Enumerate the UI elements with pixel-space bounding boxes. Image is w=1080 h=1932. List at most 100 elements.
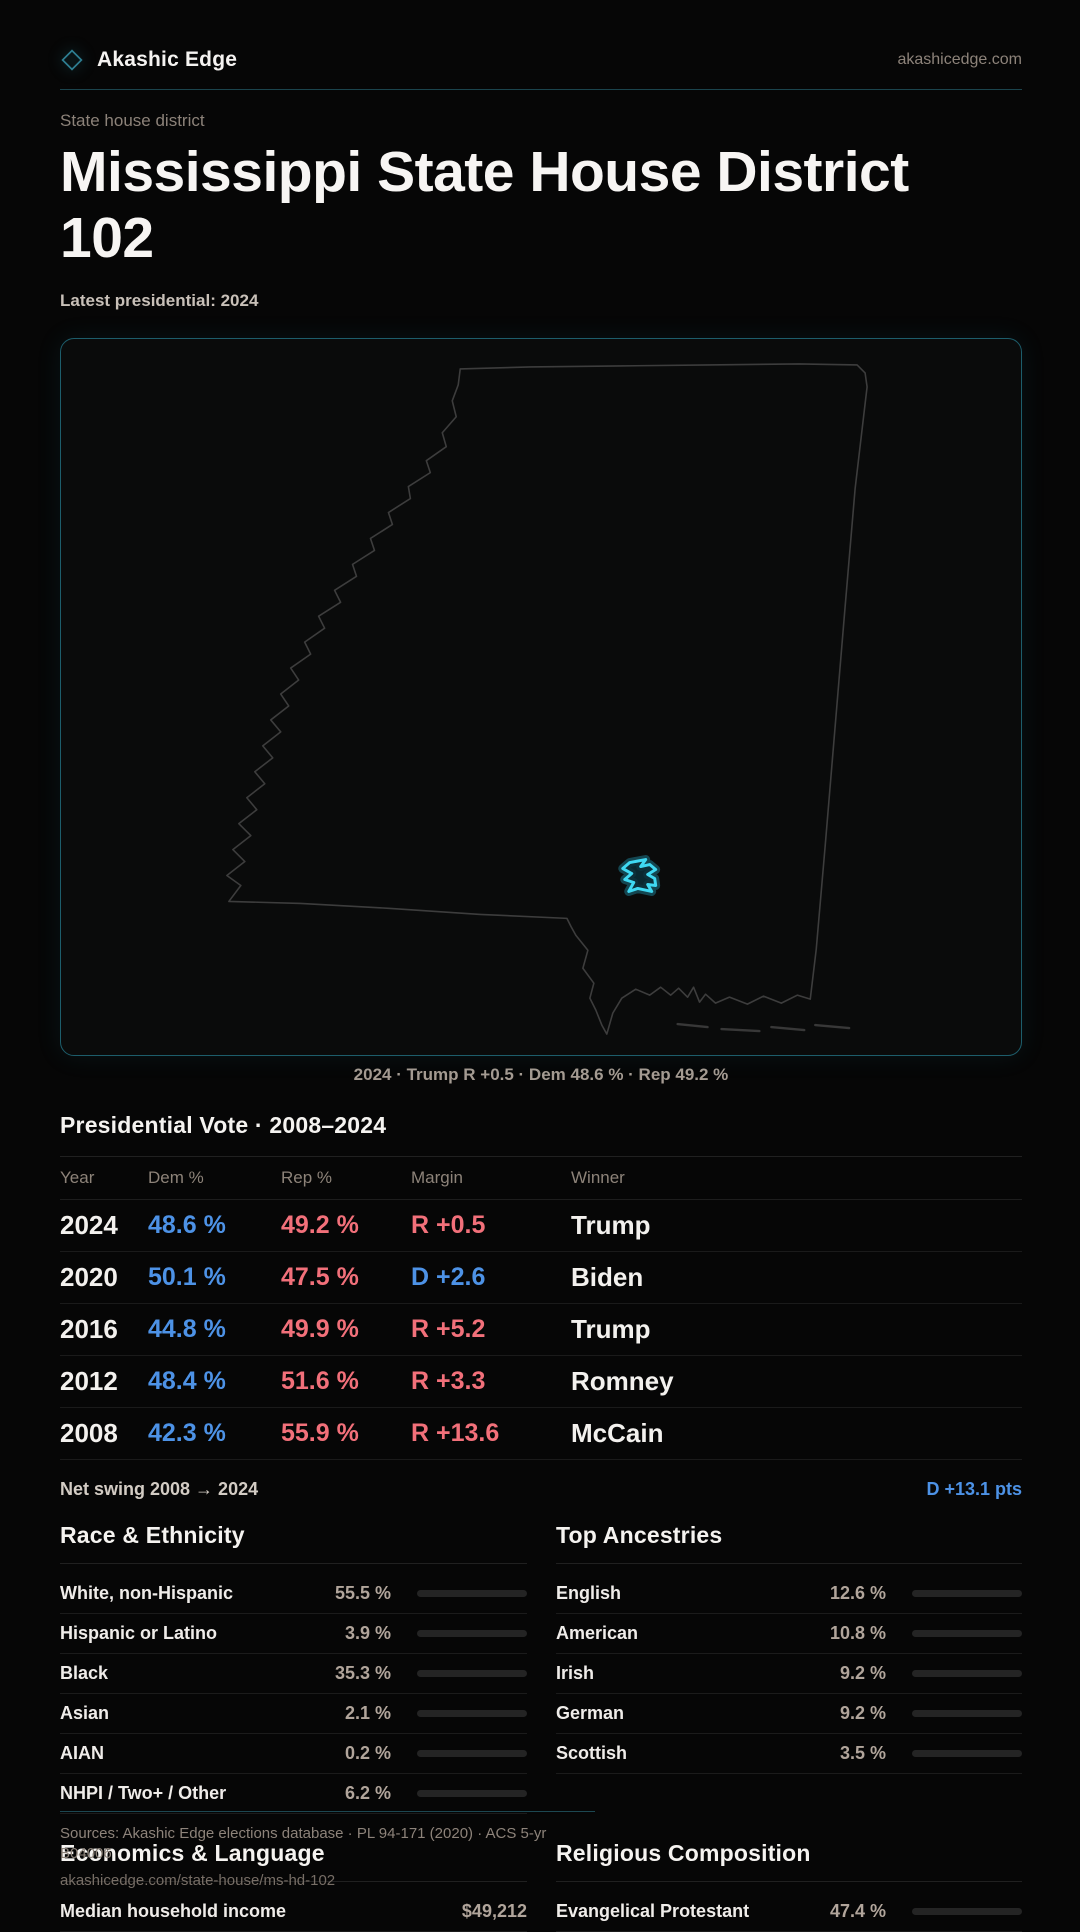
divider xyxy=(60,1156,1022,1157)
stat-value: 0.2 % xyxy=(344,1743,391,1763)
column-header-margin: Margin xyxy=(411,1168,463,1187)
column-header-rep: Rep % xyxy=(281,1168,333,1187)
winner-cell: Romney xyxy=(571,1366,674,1396)
rep-cell: 55.9 % xyxy=(281,1419,359,1447)
brand-name: Akashic Edge xyxy=(97,48,238,71)
net-swing-value: D +13.1 pts xyxy=(926,1479,1022,1499)
stat-value: 12.6 % xyxy=(829,1583,886,1603)
state-outline xyxy=(226,363,868,1035)
table-header-row: Year Dem % Rep % Margin Winner xyxy=(60,1157,1022,1200)
stat-bar xyxy=(417,1670,527,1677)
rep-cell: 49.9 % xyxy=(281,1315,359,1343)
stat-row: White, non-Hispanic 55.5 % xyxy=(60,1574,527,1614)
dem-cell: 50.1 % xyxy=(148,1263,226,1291)
stat-label: American xyxy=(556,1623,639,1643)
canonical-url-link[interactable]: akashicedge.com/state-house/ms-hd-102 xyxy=(60,1872,336,1889)
stat-label: Asian xyxy=(60,1703,110,1723)
winner-cell: McCain xyxy=(571,1418,664,1448)
map-caption: 2024 · Trump R +0.5 · Dem 48.6 % · Rep 4… xyxy=(353,1065,729,1084)
brand: Akashic Edge xyxy=(60,48,237,72)
stat-value: 9.2 % xyxy=(839,1663,886,1683)
demographics-grid: Race & Ethnicity White, non-Hispanic 55.… xyxy=(60,1522,1022,1932)
column-header-winner: Winner xyxy=(571,1168,625,1187)
margin-cell: R +13.6 xyxy=(411,1419,500,1447)
religious-composition-title: Religious Composition xyxy=(556,1840,811,1866)
column-header-year: Year xyxy=(60,1168,95,1187)
stat-row: Irish 9.2 % xyxy=(556,1654,1022,1694)
stat-label: Irish xyxy=(556,1663,595,1683)
stat-row: Asian 2.1 % xyxy=(60,1694,527,1734)
stat-row: American 10.8 % xyxy=(556,1614,1022,1654)
year-cell: 2008 xyxy=(60,1418,118,1448)
stat-row: Scottish 3.5 % xyxy=(556,1734,1022,1774)
stat-bar xyxy=(912,1750,1022,1757)
district-highlight[interactable] xyxy=(618,855,661,896)
table-row: 2008 42.3 % 55.9 % R +13.6 McCain xyxy=(60,1408,1022,1460)
stat-value: $49,212 xyxy=(461,1901,527,1921)
stat-bar xyxy=(912,1590,1022,1597)
year-cell: 2016 xyxy=(60,1314,118,1344)
stat-value: 2.1 % xyxy=(344,1703,391,1723)
year-cell: 2020 xyxy=(60,1262,118,1292)
stat-value: 6.2 % xyxy=(344,1783,391,1803)
dem-cell: 48.4 % xyxy=(148,1367,226,1395)
stat-row: Median household income $49,212 xyxy=(60,1892,527,1932)
stat-row: Evangelical Protestant 47.4 % xyxy=(556,1892,1022,1932)
site-domain-link[interactable]: akashicedge.com xyxy=(897,51,1022,68)
margin-cell: D +2.6 xyxy=(411,1263,486,1291)
stat-row: English 12.6 % xyxy=(556,1574,1022,1614)
year-cell: 2012 xyxy=(60,1366,118,1396)
column-header-dem: Dem % xyxy=(148,1168,204,1187)
table-row: 2024 48.6 % 49.2 % R +0.5 Trump xyxy=(60,1200,1022,1252)
diamond-logo-icon xyxy=(61,49,83,71)
economics-language-title: Economics & Language xyxy=(60,1840,325,1866)
stat-bar xyxy=(417,1630,527,1637)
stat-label: NHPI / Two+ / Other xyxy=(60,1783,227,1803)
stat-bar xyxy=(912,1710,1022,1717)
stat-value: 10.8 % xyxy=(829,1623,886,1643)
dem-cell: 44.8 % xyxy=(148,1315,226,1343)
stat-label: German xyxy=(556,1703,625,1723)
stat-label: Hispanic or Latino xyxy=(60,1623,218,1643)
stat-row: German 9.2 % xyxy=(556,1694,1022,1734)
stat-value: 3.9 % xyxy=(344,1623,391,1643)
divider xyxy=(556,1563,1022,1564)
winner-cell: Trump xyxy=(571,1210,651,1240)
stat-row: Hispanic or Latino 3.9 % xyxy=(60,1614,527,1654)
net-swing-row: Net swing 2008 → 2024 D +13.1 pts xyxy=(60,1460,1022,1522)
rep-cell: 47.5 % xyxy=(281,1263,359,1291)
dem-cell: 48.6 % xyxy=(148,1211,226,1239)
stat-row: Black 35.3 % xyxy=(60,1654,527,1694)
stat-value: 3.5 % xyxy=(839,1743,886,1763)
dem-cell: 42.3 % xyxy=(148,1419,226,1447)
stat-label: White, non-Hispanic xyxy=(60,1583,233,1603)
site-header: Akashic Edge akashicedge.com xyxy=(60,0,1022,90)
stat-label: Black xyxy=(60,1663,109,1683)
stat-row: NHPI / Two+ / Other 6.2 % xyxy=(60,1774,527,1814)
margin-cell: R +3.3 xyxy=(411,1367,486,1395)
rep-cell: 51.6 % xyxy=(281,1367,359,1395)
page-title: Mississippi State House District 102 xyxy=(60,140,909,270)
table-row: 2012 48.4 % 51.6 % R +3.3 Romney xyxy=(60,1356,1022,1408)
table-row: 2016 44.8 % 49.9 % R +5.2 Trump xyxy=(60,1304,1022,1356)
margin-cell: R +5.2 xyxy=(411,1315,486,1343)
religious-composition-section: Religious Composition Evangelical Protes… xyxy=(556,1840,1022,1932)
stat-row: AIAN 0.2 % xyxy=(60,1734,527,1774)
state-map-card xyxy=(60,338,1022,1056)
stat-bar xyxy=(417,1710,527,1717)
stat-label: English xyxy=(556,1583,622,1603)
table-row: 2020 50.1 % 47.5 % D +2.6 Biden xyxy=(60,1252,1022,1304)
stat-bar xyxy=(417,1750,527,1757)
page-footer: Sources: Akashic Edge elections database… xyxy=(60,1811,595,1890)
stat-label: Scottish xyxy=(556,1743,628,1763)
presidential-vote-title: Presidential Vote · 2008–2024 xyxy=(60,1112,387,1138)
top-ancestries-title: Top Ancestries xyxy=(556,1522,723,1548)
gulf-islands xyxy=(676,1022,851,1033)
economics-language-section: Economics & Language Median household in… xyxy=(60,1840,527,1932)
margin-cell: R +0.5 xyxy=(411,1211,486,1239)
winner-cell: Biden xyxy=(571,1262,644,1292)
divider xyxy=(556,1881,1022,1882)
year-cell: 2024 xyxy=(60,1210,118,1240)
stat-value: 35.3 % xyxy=(334,1663,391,1683)
